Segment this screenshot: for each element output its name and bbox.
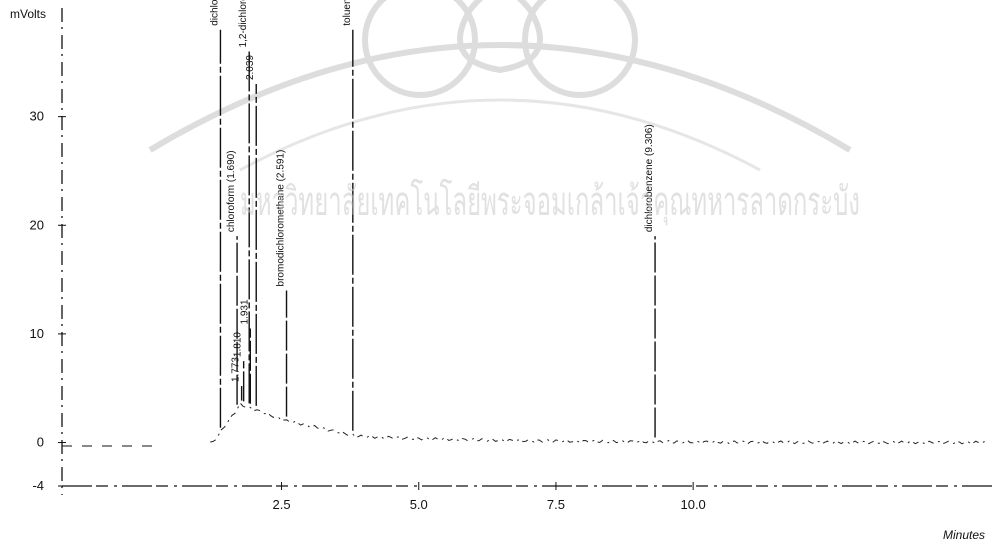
peak-label: 1.810 [233,332,244,357]
y-axis-title: mVolts [10,7,46,21]
watermark-seal [148,0,852,172]
peak-label: chloroform (1.690) [226,150,237,232]
y-tick-label: -4 [32,478,44,493]
y-tick-label: 20 [30,217,44,232]
peak-layer: dichloromethane (1.387) 1.773 chloroform (… [209,0,656,438]
x-tick-label: 5.0 [410,497,428,512]
signal-trace [210,402,987,445]
watermark-arc-inner [239,98,761,172]
peak-label: dichloromethane (1.387) [209,0,220,26]
y-tick-label: 0 [37,435,44,450]
peak-label: 1.931 [239,299,250,324]
watermark-emblem-right [522,0,638,98]
y-tick-label: 30 [30,109,44,124]
watermark-arc [148,42,852,153]
watermark-emblem-center [457,0,543,74]
watermark-text: มหาวิทยาลัยเทคโนโลยีพระจอมเกล้าเจ้าคุณทห… [240,179,860,226]
peak-label: dichlorobenzene (9.306) [644,124,655,232]
peak-label: toluene (3.799) [342,0,353,26]
baseline-trace [210,402,987,445]
x-tick-label: 2.5 [272,497,290,512]
peak-label: 1.773 [231,357,242,382]
x-tick-label: 7.5 [547,497,565,512]
watermark-emblem-left [362,0,478,98]
peak-label: 1,2-dichloroethane (1.911) [238,0,249,47]
y-tick-label: 10 [30,326,44,341]
x-tick-label: 10.0 [680,497,705,512]
peak-label: 2.039 [245,55,256,80]
tick-layer: 2.5 5.0 7.5 10.0 30 20 10 0 -4 [30,109,706,512]
x-axis-title: Minutes [943,528,985,542]
peak-label: bromodichloromethane (2.591) [276,150,287,287]
